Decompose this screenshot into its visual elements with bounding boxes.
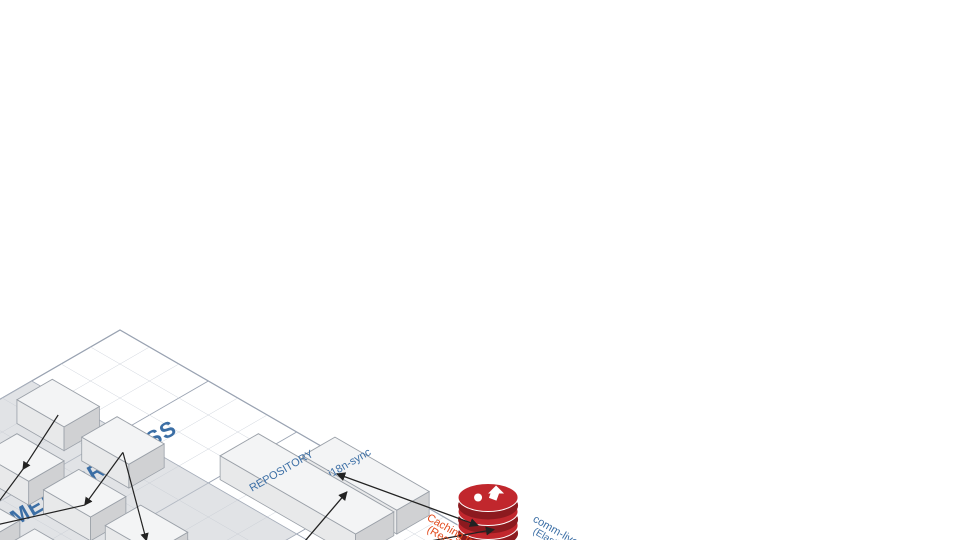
diagram-canvas: DEPLOYMENT PROCESS ...... i18n-sync REPO… [0,0,960,540]
